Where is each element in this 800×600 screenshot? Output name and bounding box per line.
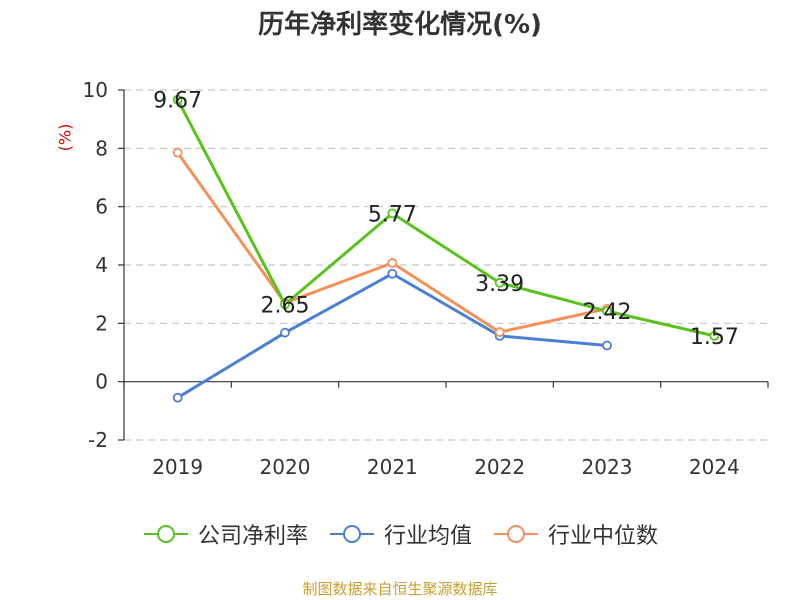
series-point	[494, 327, 505, 337]
x-tick-label: 2021	[367, 455, 418, 479]
legend: 公司净利率 行业均值 行业中位数	[0, 518, 800, 550]
y-tick-label: 8	[95, 136, 108, 160]
y-tick-label: 2	[95, 311, 108, 335]
series-point	[387, 268, 398, 279]
series-point	[172, 392, 183, 403]
series-point	[172, 94, 183, 105]
data-label: 3.39	[475, 272, 524, 297]
legend-item-industry-mean[interactable]: 行业均值	[328, 518, 472, 550]
chart-title: 历年净利率变化情况(%)	[258, 10, 542, 40]
x-tick-label: 2022	[474, 455, 525, 479]
series-point	[280, 299, 290, 310]
series-line	[176, 98, 715, 338]
series-point	[280, 327, 290, 338]
legend-label-industry-mean: 行业均值	[383, 524, 472, 549]
series-line	[176, 272, 608, 399]
legend-marker-net-margin	[143, 525, 188, 543]
y-tick-label: 0	[95, 370, 108, 394]
series-point	[602, 340, 612, 351]
series-point	[172, 147, 183, 158]
series-point	[602, 306, 612, 316]
y-tick-label: 10	[83, 78, 108, 102]
y-tick-label: 6	[95, 195, 108, 219]
y-tick-label: 4	[95, 253, 108, 277]
x-tick-label: 2020	[260, 455, 311, 479]
series-point	[709, 330, 720, 341]
series-point	[387, 208, 398, 219]
x-tick-label: 2019	[152, 455, 203, 479]
data-label: 2.65	[261, 293, 310, 318]
legend-item-industry-median[interactable]: 行业中位数	[492, 518, 658, 550]
data-label: 9.67	[153, 89, 202, 114]
x-tick-label: 2024	[689, 455, 740, 479]
data-source-note: 制图数据来自恒生聚源数据库	[302, 580, 498, 598]
data-label: 1.57	[690, 325, 739, 350]
data-label: 5.77	[368, 202, 417, 227]
series-point	[387, 258, 398, 268]
y-tick-label: -2	[88, 428, 108, 452]
data-label: 2.42	[583, 300, 632, 325]
legend-item-net-margin[interactable]: 公司净利率	[142, 518, 308, 550]
legend-label-net-margin: 公司净利率	[197, 524, 308, 549]
series-point	[494, 277, 505, 288]
legend-marker-industry-mean	[329, 525, 374, 543]
legend-label-industry-median: 行业中位数	[548, 524, 659, 549]
x-tick-label: 2023	[582, 455, 633, 479]
series-line	[176, 151, 608, 334]
legend-marker-industry-median	[494, 525, 538, 543]
